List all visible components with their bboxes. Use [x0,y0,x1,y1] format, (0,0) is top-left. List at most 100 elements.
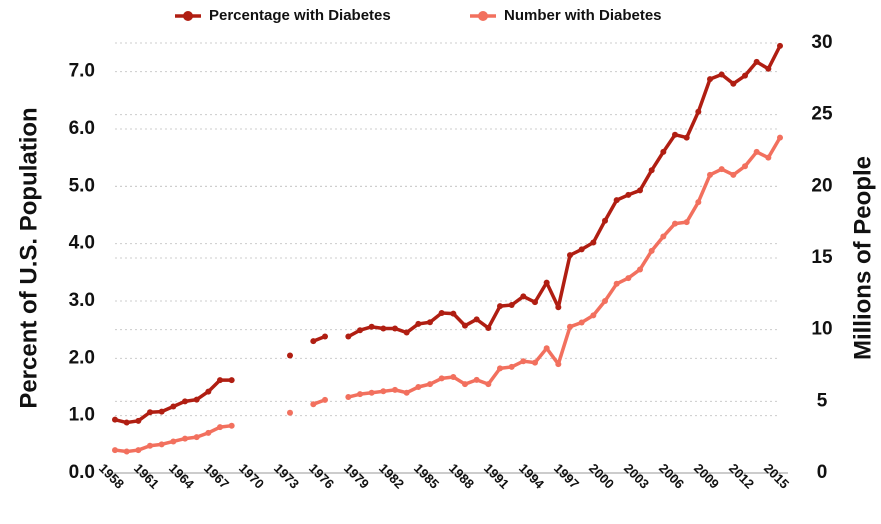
y-axis-label: Percent of U.S. Population [15,107,42,408]
data-point [567,323,573,330]
data-point [765,65,772,72]
x-tick-label: 1970 [236,460,267,491]
data-point [228,377,235,384]
x-tick-label: 1958 [96,460,127,491]
data-point [322,396,328,403]
data-point [380,325,387,332]
data-point [602,217,608,224]
data-point [182,435,188,442]
data-point [555,361,562,368]
data-point [345,333,352,340]
data-point [765,154,772,161]
data-point [205,388,212,395]
data-point [648,247,655,254]
data-point [147,442,153,449]
data-point [497,303,503,310]
data-point [520,358,527,365]
data-point [310,401,317,408]
data-point [462,381,468,388]
data-point [415,384,422,390]
data-point [112,416,118,423]
data-point [170,438,177,445]
data-point [555,304,562,311]
data-point [508,363,515,370]
x-tick-label: 1979 [341,460,372,491]
y2-tick-label: 15 [811,247,833,268]
y-tick-label: 2.0 [69,347,95,368]
data-point [672,220,678,227]
data-point [543,279,550,286]
data-point [123,419,130,426]
y2-axis-label: Millions of People [849,156,876,360]
data-point [590,312,597,319]
data-point [357,327,363,334]
data-point [485,324,492,331]
data-point [660,148,667,155]
y-tick-label: 3.0 [69,290,95,311]
data-point [578,319,585,326]
data-point [345,394,352,401]
data-point [613,280,620,287]
legend-marker [183,11,193,21]
data-point [368,323,375,330]
y-tick-label: 1.0 [69,405,95,426]
data-point [438,375,445,382]
data-point [742,72,748,79]
data-point [660,233,667,240]
y-tick-label: 7.0 [69,61,95,82]
data-point [357,391,363,398]
data-point [753,58,760,65]
data-point [567,252,573,259]
x-tick-label: 2006 [656,460,687,491]
data-point [672,131,678,138]
data-point [403,389,410,396]
data-point [415,320,422,327]
legend-label: Number with Diabetes [504,7,662,24]
data-point [427,319,433,326]
x-tick-label: 2012 [726,460,757,491]
data-point [450,310,457,317]
data-point [753,148,760,155]
data-point [368,389,375,396]
x-tick-label: 1967 [201,460,232,491]
x-tick-label: 1961 [131,460,162,491]
data-point [637,266,643,273]
y2-tick-label: 5 [817,390,828,411]
y-tick-label: 0.0 [69,462,95,483]
data-point [543,345,550,352]
data-point [473,376,480,383]
legend-label: Percentage with Diabetes [209,7,391,24]
data-point [462,322,468,329]
x-tick-label: 1985 [411,460,442,491]
x-tick-label: 1988 [446,460,477,491]
y2-tick-label: 30 [811,32,832,53]
y-tick-label: 4.0 [69,233,95,254]
x-tick-label: 2015 [761,460,792,491]
x-tick-label: 2003 [621,460,652,491]
y-tick-label: 5.0 [69,175,95,196]
data-point [182,398,188,405]
data-point [602,298,608,304]
legend-marker [478,11,488,21]
data-point [777,42,783,49]
data-point [380,388,387,395]
x-tick-label: 1997 [551,460,582,491]
data-point [590,239,597,246]
x-tick-label: 1991 [481,460,512,491]
data-point [473,316,480,323]
data-point [730,80,737,87]
data-point [695,199,702,206]
data-point [777,134,783,141]
data-point [438,310,445,317]
data-point [707,76,713,83]
data-point [625,275,632,282]
data-point [497,365,503,372]
data-point [613,197,620,204]
x-tick-label: 1994 [516,460,548,492]
x-tick-label: 2000 [586,460,617,491]
data-point [625,191,632,198]
series-line [114,136,782,454]
data-point [135,447,142,454]
x-tick-label: 1973 [271,460,302,491]
series-line [114,45,782,425]
